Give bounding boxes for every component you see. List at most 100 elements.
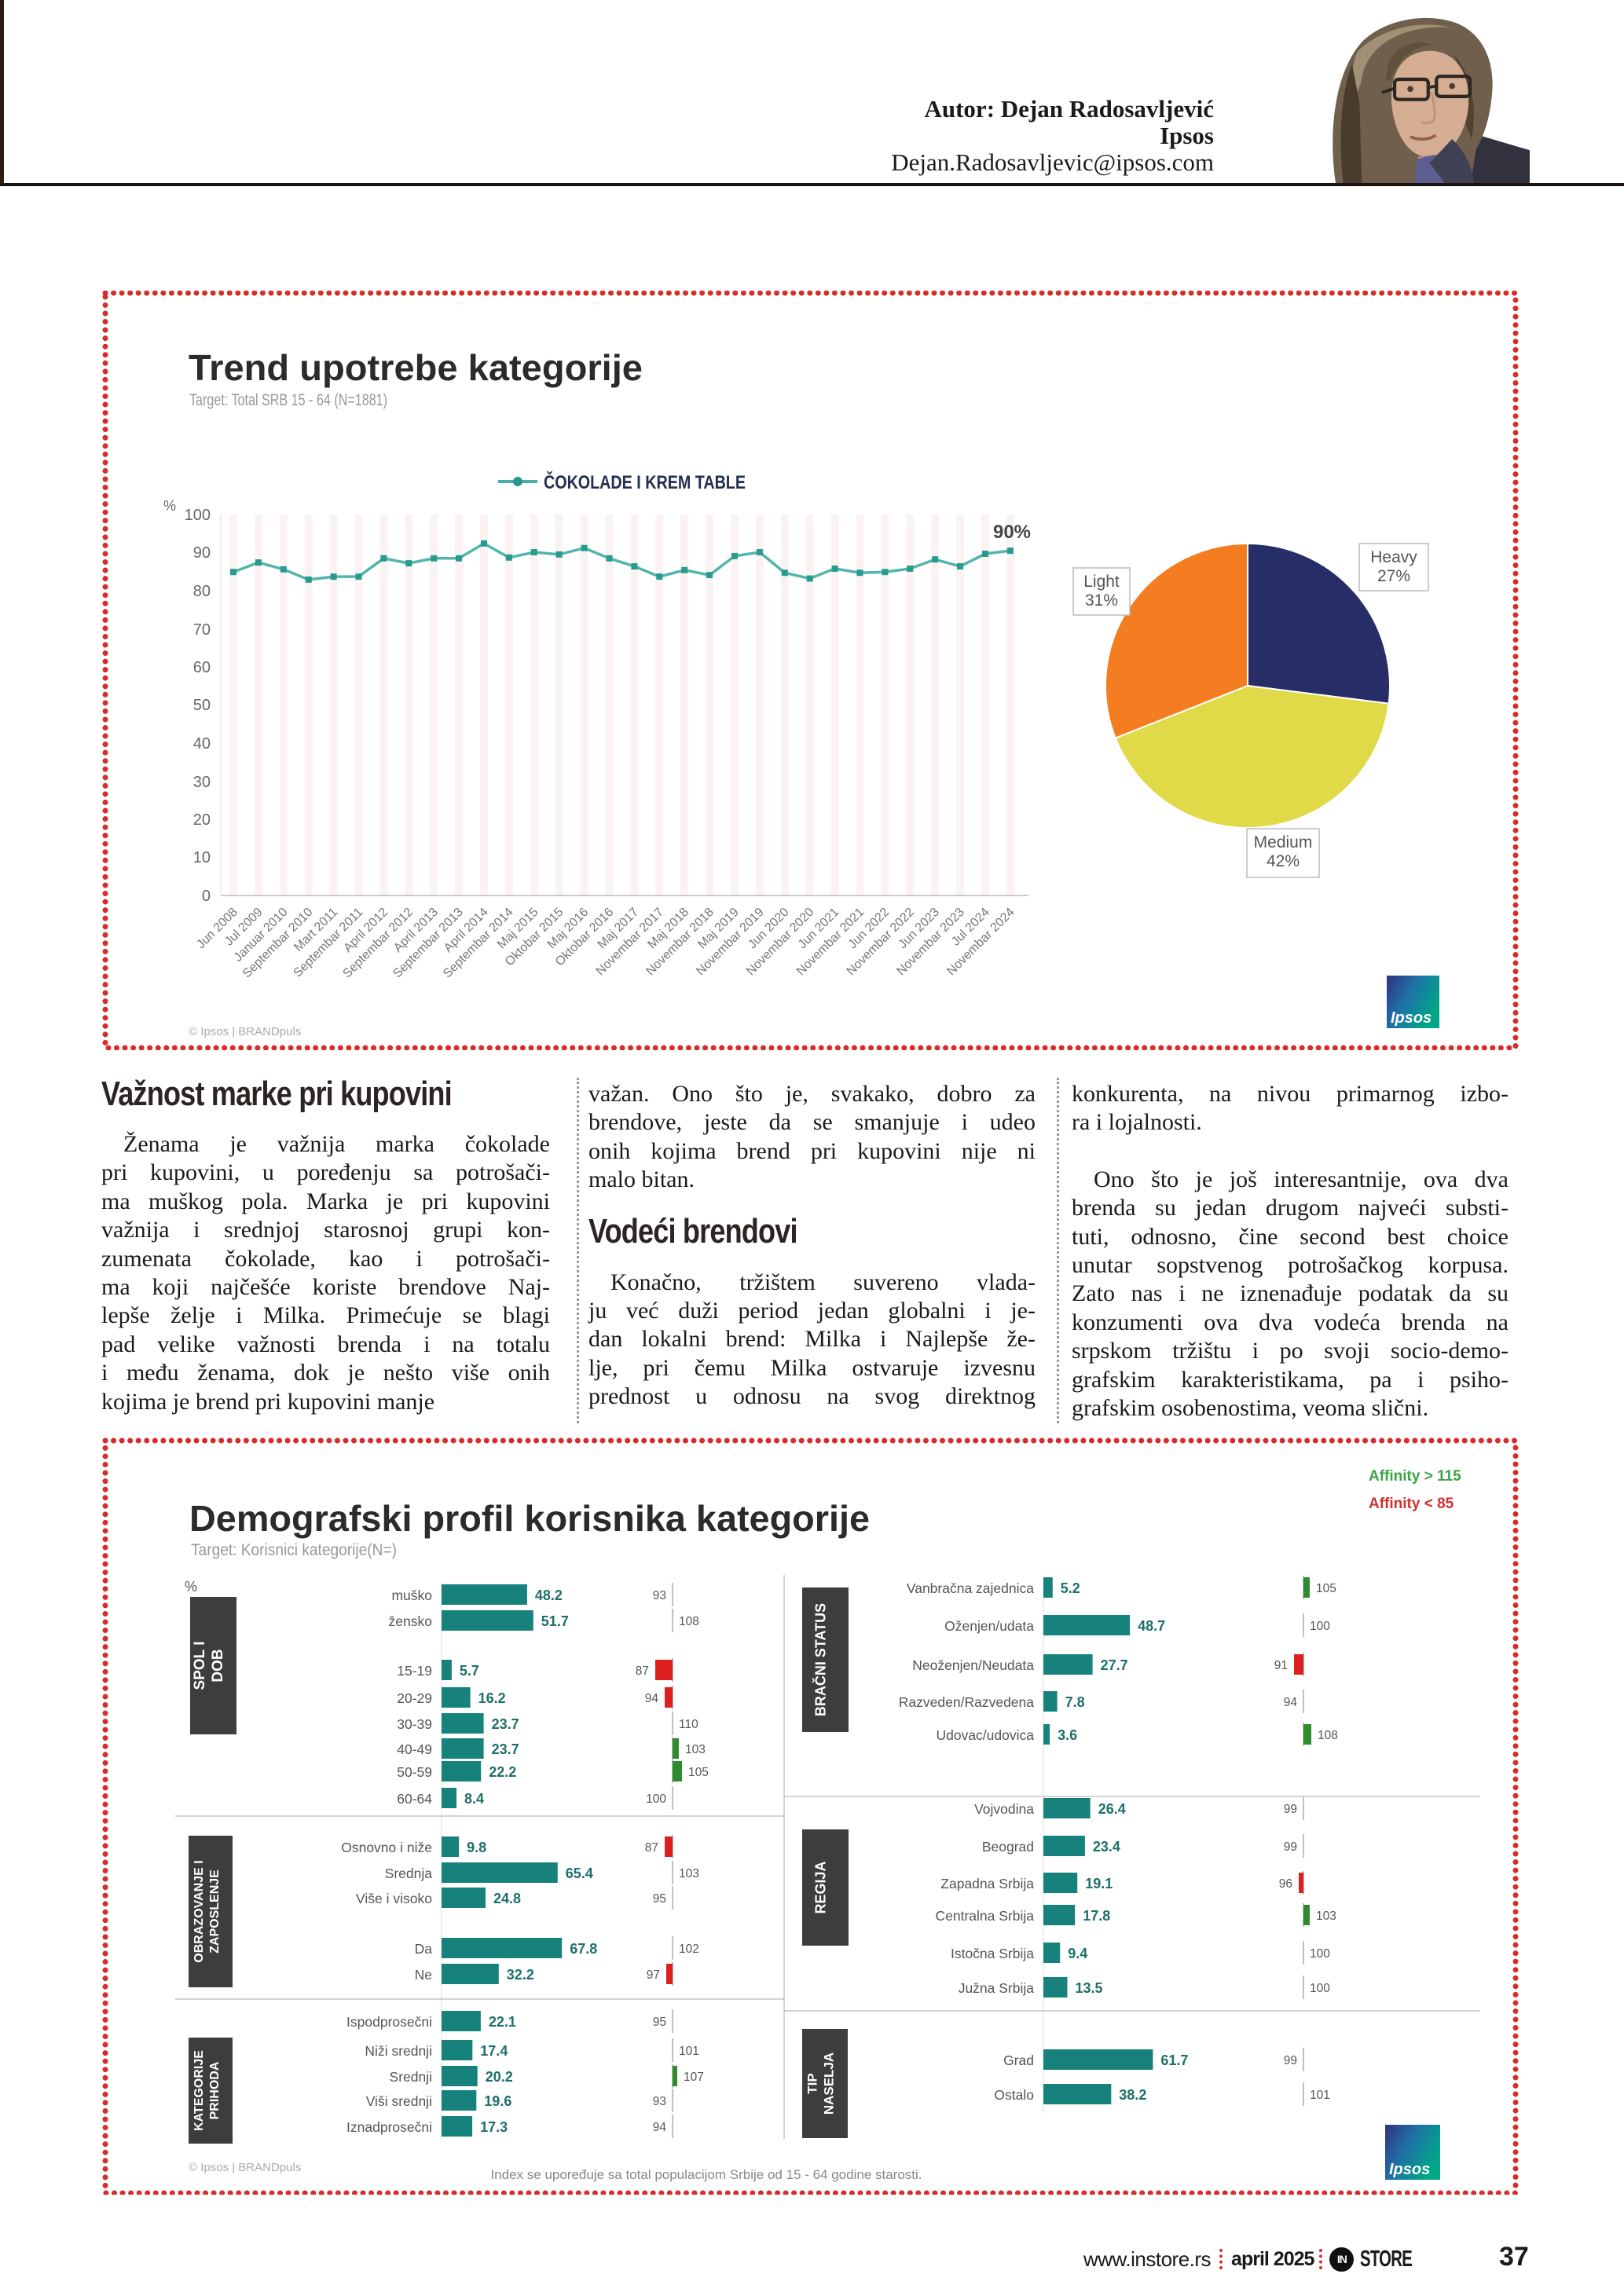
svg-text:95: 95 xyxy=(653,1892,666,1906)
svg-text:Heavy: Heavy xyxy=(1370,548,1417,566)
svg-text:Oženjen/udata: Oženjen/udata xyxy=(944,1618,1034,1634)
svg-text:%: % xyxy=(185,1579,197,1595)
svg-text:100: 100 xyxy=(646,1792,666,1806)
svg-text:93: 93 xyxy=(653,1589,666,1602)
svg-text:Target: Total SRB 15 - 64 (N=1: Target: Total SRB 15 - 64 (N=1881) xyxy=(189,391,387,409)
svg-text:ČOKOLADE I KREM TABLE: ČOKOLADE I KREM TABLE xyxy=(544,471,746,493)
svg-text:100: 100 xyxy=(1310,1947,1330,1961)
svg-text:muško: muško xyxy=(391,1587,432,1603)
svg-text:Grad: Grad xyxy=(1003,2052,1034,2068)
svg-text:20: 20 xyxy=(193,811,211,829)
svg-text:91: 91 xyxy=(1274,1659,1288,1672)
svg-text:100: 100 xyxy=(1310,1620,1330,1633)
svg-text:Osnovno i niže: Osnovno i niže xyxy=(341,1840,432,1855)
svg-text:Ipsos: Ipsos xyxy=(1391,1009,1432,1027)
svg-text:17.8: 17.8 xyxy=(1083,1908,1110,1924)
svg-text:19.1: 19.1 xyxy=(1085,1876,1113,1891)
svg-text:Zapadna Srbija: Zapadna Srbija xyxy=(940,1876,1034,1891)
svg-text:40: 40 xyxy=(193,735,211,753)
svg-text:Ne: Ne xyxy=(415,1967,432,1983)
svg-text:Centralna Srbija: Centralna Srbija xyxy=(936,1908,1035,1924)
svg-text:17.4: 17.4 xyxy=(480,2043,508,2059)
svg-text:94: 94 xyxy=(645,1692,659,1705)
svg-text:7.8: 7.8 xyxy=(1065,1694,1085,1710)
svg-text:108: 108 xyxy=(1318,1729,1338,1742)
svg-text:67.8: 67.8 xyxy=(570,1941,597,1957)
svg-text:Medium: Medium xyxy=(1254,833,1313,851)
svg-text:51.7: 51.7 xyxy=(541,1613,569,1629)
svg-text:ZAPOSLENJE: ZAPOSLENJE xyxy=(208,1869,222,1954)
svg-text:9.8: 9.8 xyxy=(467,1840,486,1855)
svg-text:žensko: žensko xyxy=(389,1613,432,1629)
svg-text:26.4: 26.4 xyxy=(1098,1801,1126,1817)
svg-text:31%: 31% xyxy=(1085,591,1118,610)
svg-text:KATEGORIJE: KATEGORIJE xyxy=(192,2050,206,2131)
svg-text:19.6: 19.6 xyxy=(484,2093,511,2109)
svg-text:Vojvodina: Vojvodina xyxy=(974,1801,1034,1817)
svg-text:60: 60 xyxy=(193,659,211,676)
svg-text:40-49: 40-49 xyxy=(397,1741,432,1757)
svg-text:60-64: 60-64 xyxy=(397,1791,432,1807)
svg-text:DOB: DOB xyxy=(210,1649,226,1682)
svg-text:Niži srednji: Niži srednji xyxy=(365,2043,432,2059)
svg-text:38.2: 38.2 xyxy=(1119,2087,1146,2103)
svg-text:48.2: 48.2 xyxy=(535,1587,563,1603)
svg-text:NASELJA: NASELJA xyxy=(822,2052,837,2115)
svg-text:103: 103 xyxy=(685,1743,706,1756)
svg-text:24.8: 24.8 xyxy=(493,1891,521,1906)
svg-text:22.1: 22.1 xyxy=(489,2014,516,2030)
svg-text:108: 108 xyxy=(679,1615,699,1628)
svg-text:30: 30 xyxy=(193,774,211,791)
svg-text:48.7: 48.7 xyxy=(1138,1618,1165,1634)
svg-text:65.4: 65.4 xyxy=(566,1866,593,1881)
svg-text:Vanbračna zajednica: Vanbračna zajednica xyxy=(907,1580,1034,1596)
svg-text:50-59: 50-59 xyxy=(397,1764,432,1780)
svg-text:27.7: 27.7 xyxy=(1101,1657,1128,1673)
svg-text:30-39: 30-39 xyxy=(397,1716,432,1732)
svg-text:90%: 90% xyxy=(993,522,1031,543)
svg-text:32.2: 32.2 xyxy=(507,1967,534,1983)
svg-text:103: 103 xyxy=(679,1867,699,1880)
svg-text:13.5: 13.5 xyxy=(1076,1980,1103,1996)
svg-text:15-19: 15-19 xyxy=(397,1663,432,1679)
svg-text:Ipsos: Ipsos xyxy=(1389,2161,1430,2178)
svg-text:99: 99 xyxy=(1284,1803,1297,1816)
svg-text:Iznadprosečni: Iznadprosečni xyxy=(346,2119,432,2135)
svg-text:9.4: 9.4 xyxy=(1068,1946,1087,1961)
svg-text:© Ipsos | BRANDpuls: © Ipsos | BRANDpuls xyxy=(189,2161,301,2174)
svg-text:0: 0 xyxy=(202,888,211,905)
svg-text:Ispodprosečni: Ispodprosečni xyxy=(346,2014,432,2030)
svg-text:Srednji: Srednji xyxy=(390,2069,432,2085)
svg-text:Udovac/udovica: Udovac/udovica xyxy=(936,1727,1034,1743)
svg-text:17.3: 17.3 xyxy=(480,2119,508,2135)
svg-text:Affinity > 115: Affinity > 115 xyxy=(1369,1468,1461,1485)
svg-text:93: 93 xyxy=(653,2095,666,2108)
svg-text:5.2: 5.2 xyxy=(1061,1580,1080,1596)
svg-text:Affinity < 85: Affinity < 85 xyxy=(1369,1496,1454,1512)
svg-text:23.7: 23.7 xyxy=(492,1741,519,1757)
svg-text:94: 94 xyxy=(653,2121,667,2134)
svg-text:87: 87 xyxy=(645,1841,658,1855)
svg-text:Da: Da xyxy=(415,1941,433,1957)
svg-text:95: 95 xyxy=(653,2016,666,2029)
svg-text:23.7: 23.7 xyxy=(492,1716,519,1732)
svg-text:22.2: 22.2 xyxy=(489,1764,516,1780)
svg-text:70: 70 xyxy=(193,621,211,639)
svg-text:61.7: 61.7 xyxy=(1160,2052,1188,2068)
svg-text:5.7: 5.7 xyxy=(460,1663,479,1679)
svg-text:97: 97 xyxy=(647,1968,660,1982)
svg-text:Beograd: Beograd xyxy=(982,1839,1034,1855)
svg-text:101: 101 xyxy=(1310,2089,1330,2102)
svg-text:%: % xyxy=(163,498,176,514)
svg-text:107: 107 xyxy=(684,2071,704,2084)
svg-text:8.4: 8.4 xyxy=(464,1791,484,1807)
svg-text:102: 102 xyxy=(679,1943,699,1956)
svg-text:Srednja: Srednja xyxy=(385,1866,433,1881)
svg-text:Ostalo: Ostalo xyxy=(994,2087,1034,2103)
svg-text:© Ipsos | BRANDpuls: © Ipsos | BRANDpuls xyxy=(189,1025,301,1038)
svg-text:Istočna Srbija: Istočna Srbija xyxy=(951,1946,1034,1961)
svg-text:3.6: 3.6 xyxy=(1058,1727,1077,1743)
svg-text:103: 103 xyxy=(1316,1910,1336,1923)
svg-text:96: 96 xyxy=(1279,1877,1292,1891)
svg-text:Južna Srbija: Južna Srbija xyxy=(959,1980,1035,1996)
